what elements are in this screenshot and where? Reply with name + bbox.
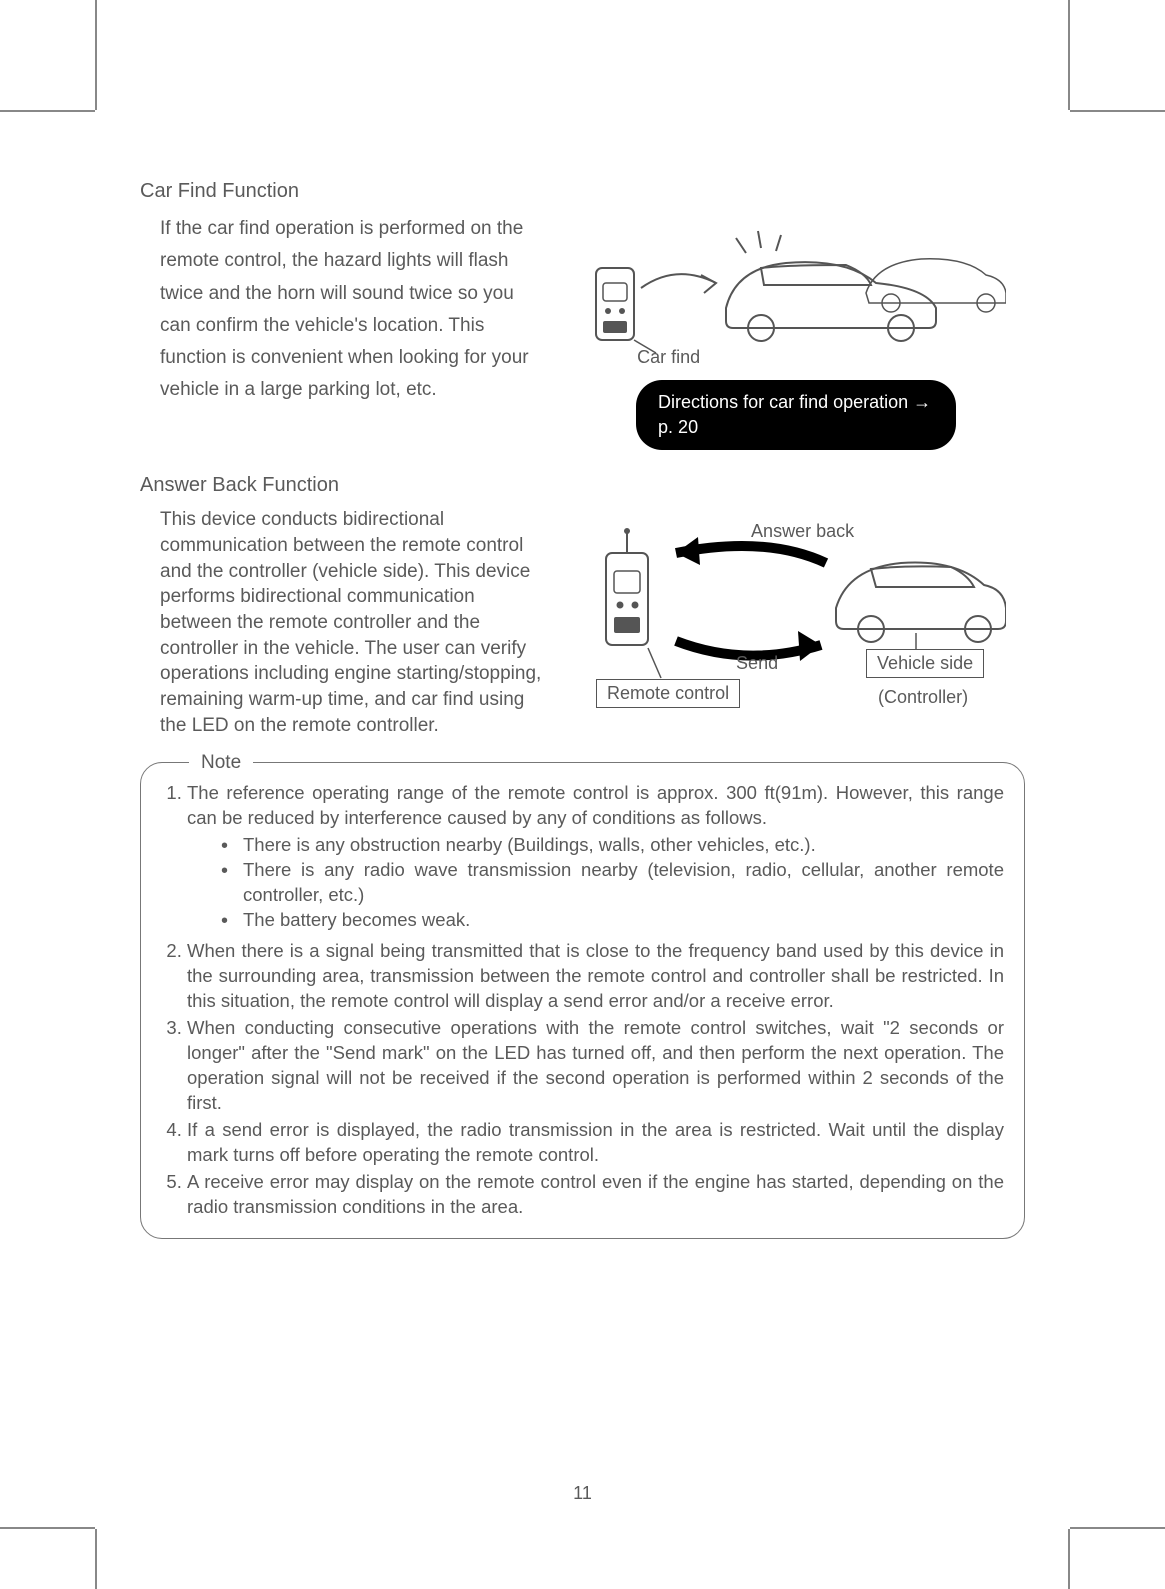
note-bullet: There is any radio wave transmission nea… <box>243 858 1004 908</box>
car-find-illustration <box>586 213 1006 363</box>
answer-back-body: This device conducts bidirectional commu… <box>140 507 547 738</box>
note-item: The reference operating range of the rem… <box>187 781 1004 933</box>
note-bullets: There is any obstruction nearby (Buildin… <box>187 833 1004 933</box>
remote-control-box: Remote control <box>596 679 740 708</box>
crop-mark <box>0 1527 95 1529</box>
car-find-diagram: Car find Directions for car find operati… <box>567 213 1025 450</box>
car-find-body: If the car find operation is performed o… <box>140 213 547 407</box>
crop-mark <box>95 0 97 110</box>
note-item: When conducting consecutive operations w… <box>187 1016 1004 1116</box>
note-item: When there is a signal being transmitted… <box>187 939 1004 1014</box>
crop-mark <box>1068 0 1070 110</box>
crop-mark <box>1070 1527 1165 1529</box>
crop-mark <box>0 110 95 112</box>
car-find-title: Car Find Function <box>140 180 1025 203</box>
answer-back-diagram: Answer back <box>586 513 1006 733</box>
note-item: A receive error may display on the remot… <box>187 1170 1004 1220</box>
note-list: The reference operating range of the rem… <box>161 781 1004 1219</box>
car-find-section: If the car find operation is performed o… <box>140 213 1025 450</box>
note-item: If a send error is displayed, the radio … <box>187 1118 1004 1168</box>
vehicle-side-box: Vehicle side <box>866 649 984 678</box>
note-bullet: There is any obstruction nearby (Buildin… <box>243 833 1004 858</box>
note-bullet: The battery becomes weak. <box>243 908 1004 933</box>
note-label: Note <box>189 750 253 776</box>
send-label: Send <box>736 653 778 674</box>
controller-label: (Controller) <box>878 687 968 708</box>
car-find-callout: Directions for car find operation → p. 2… <box>636 380 956 450</box>
crop-mark <box>1070 110 1165 112</box>
answer-back-section: This device conducts bidirectional commu… <box>140 507 1025 738</box>
crop-mark <box>95 1529 97 1589</box>
note-box: Note The reference operating range of th… <box>140 762 1025 1238</box>
answer-back-title: Answer Back Function <box>140 474 1025 497</box>
note-item-text: The reference operating range of the rem… <box>187 782 1004 828</box>
page-number: 11 <box>0 1483 1165 1504</box>
crop-mark <box>1068 1529 1070 1589</box>
car-find-diagram-label: Car find <box>637 347 700 368</box>
